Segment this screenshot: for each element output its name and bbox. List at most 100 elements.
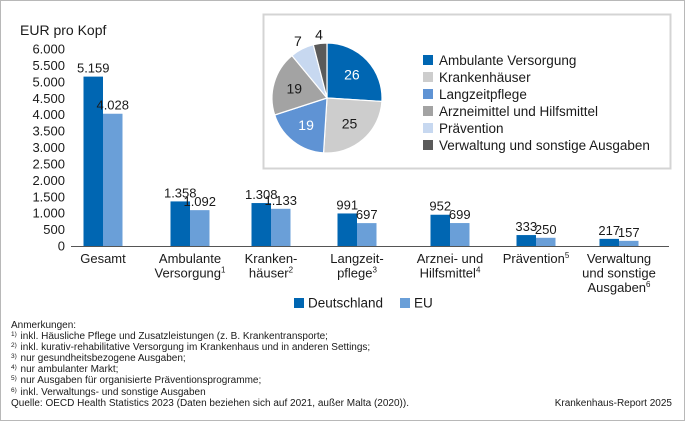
data-label: 952 bbox=[429, 199, 451, 214]
y-tick-label: 2.000 bbox=[32, 173, 65, 188]
footnote-marker: 4) bbox=[11, 364, 17, 372]
y-tick-label: 500 bbox=[43, 222, 65, 237]
footnote-item: 2) inkl. kurativ-rehabilitative Versorgu… bbox=[11, 342, 571, 353]
pie-inset: 26 25 19 19 7 4 Ambulante Versorgung Krankenhäu… bbox=[262, 13, 672, 170]
pie-legend-swatch bbox=[423, 106, 433, 116]
y-tick-label: 5.500 bbox=[32, 58, 65, 73]
footnote-text: inkl. Häusliche Pflege und Zusatzleistun… bbox=[17, 331, 328, 343]
footnote-ref: 2 bbox=[289, 266, 294, 275]
footnote-item: 6) inkl. Verwaltungs- und sonstige Ausga… bbox=[11, 387, 571, 398]
y-tick-label: 0 bbox=[58, 239, 65, 254]
x-tick-label: Versorgung1 bbox=[155, 266, 227, 281]
x-tick-label: häuser2 bbox=[249, 266, 294, 281]
pie-legend-label: Krankenhäuser bbox=[439, 70, 531, 85]
pie-legend-swatch bbox=[423, 89, 433, 99]
credit-label: Krankenhaus-Report 2025 bbox=[554, 398, 672, 409]
pie-slice bbox=[273, 97, 328, 154]
footnote-marker: 3) bbox=[11, 353, 17, 361]
footnote-text: inkl. Verwaltungs- und sonstige Ausgaben bbox=[17, 386, 206, 398]
footnote-ref: 1 bbox=[221, 266, 226, 275]
footnote-item: 4) nur ambulanter Markt; bbox=[11, 364, 571, 375]
bar-deutschland bbox=[516, 235, 536, 246]
bar-eu bbox=[619, 240, 639, 246]
pie-legend-label: Langzeitpflege bbox=[439, 87, 527, 102]
pie-value-label: 7 bbox=[294, 33, 302, 49]
data-label: 5.159 bbox=[77, 61, 110, 76]
bar-eu bbox=[103, 113, 123, 246]
data-label: 699 bbox=[449, 207, 471, 222]
y-tick-label: 1.000 bbox=[32, 206, 65, 221]
y-tick-label: 6.000 bbox=[32, 42, 65, 57]
x-tick-label: Ambulante bbox=[159, 251, 221, 266]
bar-deutschland bbox=[83, 76, 103, 247]
footnote-text: nur Ausgaben für organisierte Prävention… bbox=[17, 375, 262, 387]
data-label: 4.028 bbox=[96, 98, 129, 113]
legend-label: Deutschland bbox=[308, 296, 383, 311]
y-tick-label: 3.000 bbox=[32, 140, 65, 155]
bar-eu bbox=[357, 223, 377, 246]
data-label: 1.133 bbox=[264, 193, 297, 208]
bar-eu bbox=[450, 223, 470, 246]
bar-deutschland bbox=[430, 214, 450, 246]
data-label: 1.092 bbox=[183, 194, 216, 209]
footnote-marker: 6) bbox=[11, 386, 17, 394]
x-tick-label: Ausgaben6 bbox=[587, 280, 651, 295]
footnote-item: 5) nur Ausgaben für organisierte Prävent… bbox=[11, 375, 571, 386]
notes-list: 1) inkl. Häusliche Pflege und Zusatzleis… bbox=[11, 331, 571, 398]
bar-eu bbox=[271, 208, 291, 246]
y-tick-label: 4.000 bbox=[32, 107, 65, 122]
x-tick-label: Kranken- bbox=[245, 251, 298, 266]
footnote-marker: 1) bbox=[11, 331, 17, 339]
x-tick-label: Verwaltung bbox=[587, 251, 651, 266]
footnote-ref: 6 bbox=[646, 280, 651, 289]
footnote-item: 3) nur gesundheitsbezogene Ausgaben; bbox=[11, 353, 571, 364]
pie-legend-swatch bbox=[423, 55, 433, 65]
y-tick-label: 5.000 bbox=[32, 74, 65, 89]
bar-eu bbox=[190, 210, 210, 246]
notes-heading: Anmerkungen: bbox=[11, 320, 77, 331]
footnote-text: inkl. kurativ-rehabilitative Versorgung … bbox=[17, 342, 371, 354]
pie-legend-label: Verwaltung und sonstige Ausgaben bbox=[439, 138, 650, 153]
pie-value-label: 19 bbox=[286, 80, 302, 96]
data-label: 1.358 bbox=[164, 185, 197, 200]
footnote-marker: 2) bbox=[11, 342, 17, 350]
pie-legend-label: Ambulante Versorgung bbox=[439, 53, 576, 68]
footnote-ref: 3 bbox=[372, 266, 377, 275]
data-label: 991 bbox=[336, 197, 358, 212]
y-tick-label: 1.500 bbox=[32, 189, 65, 204]
x-tick-label: Langzeit- bbox=[330, 251, 383, 266]
footnotes: Anmerkungen: 1) inkl. Häusliche Pflege u… bbox=[11, 320, 571, 409]
data-label: 250 bbox=[535, 222, 557, 237]
bar-deutschland bbox=[599, 238, 619, 246]
pie-slice bbox=[271, 54, 329, 116]
pie-slice bbox=[312, 42, 328, 99]
y-axis-title: EUR pro Kopf bbox=[20, 22, 106, 38]
data-label: 333 bbox=[515, 219, 537, 234]
source-line: Quelle: OECD Health Statistics 2023 (Dat… bbox=[11, 397, 409, 409]
legend-swatch bbox=[400, 298, 410, 308]
data-label: 1.308 bbox=[245, 187, 278, 202]
pie-slice bbox=[326, 42, 383, 103]
pie-slice bbox=[322, 97, 383, 154]
y-tick-label: 3.500 bbox=[32, 124, 65, 139]
legend-swatch bbox=[294, 298, 304, 308]
pie-legend-swatch bbox=[423, 72, 433, 82]
y-tick-label: 4.500 bbox=[32, 91, 65, 106]
data-label: 157 bbox=[618, 225, 640, 240]
legend-label: EU bbox=[414, 296, 433, 311]
pie-value-label: 26 bbox=[344, 67, 360, 83]
footnote-item: 1) inkl. Häusliche Pflege und Zusatzleis… bbox=[11, 331, 571, 342]
x-tick-label: Hilfsmittel4 bbox=[420, 266, 481, 281]
pie-legend-label: Arzneimittel und Hilfsmittel bbox=[439, 104, 598, 119]
bar-group: 5.159 1.358 1.308 991 952 333 217 4.028 1.092 1.1… bbox=[77, 61, 640, 247]
pie-value-label: 19 bbox=[298, 117, 314, 133]
bar-eu bbox=[536, 237, 556, 246]
footnote-text: nur ambulanter Markt; bbox=[17, 364, 119, 376]
footnote-marker: 5) bbox=[11, 375, 17, 383]
x-tick-label: Gesamt bbox=[80, 251, 126, 266]
bar-deutschland bbox=[170, 201, 190, 246]
